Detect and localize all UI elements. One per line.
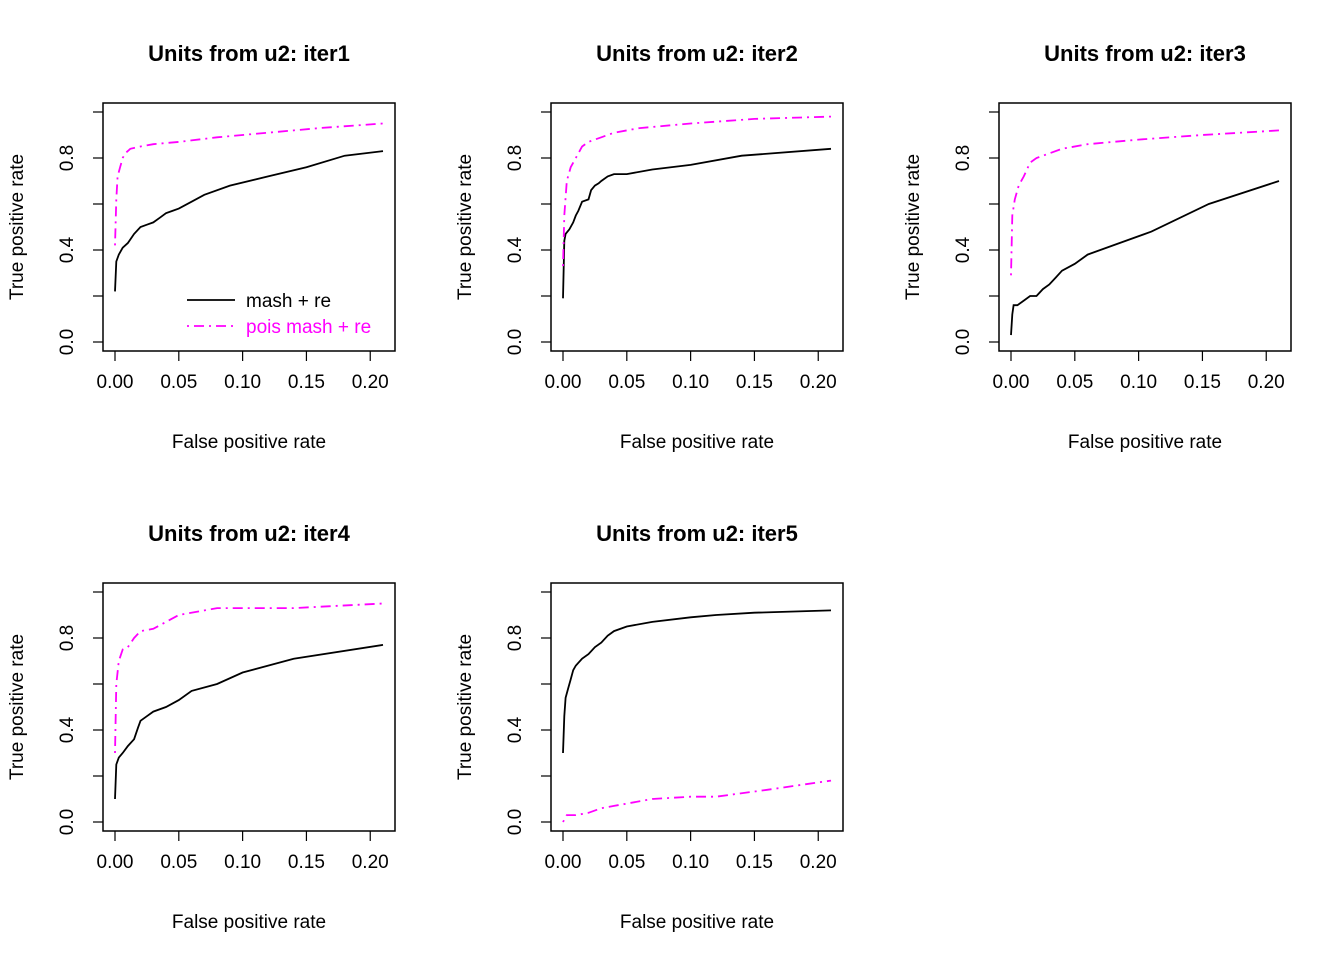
x-axis: 0.00 0.05 0.10 0.15 0.20 [993,351,1285,393]
x-tick-label: 0.00 [993,372,1030,393]
y-tick-label: 0.4 [505,716,526,743]
series-line-pois-mash-re [114,122,384,246]
chart-title: Units from u2: iter3 [1044,41,1246,66]
x-axis: 0.00 0.05 0.10 0.15 0.20 [97,831,389,873]
y-tick-label: 0.8 [57,145,78,171]
x-axis-label: False positive rate [1068,432,1222,453]
series-line-pois-mash-re [562,115,832,267]
x-tick-label: 0.05 [608,372,645,393]
y-axis-label: True positive rate [7,634,28,780]
y-axis-label: True positive rate [455,154,476,300]
series-line-mash-re [562,609,832,754]
plot-box [550,102,844,352]
y-tick-label: 0.8 [953,145,974,171]
x-tick-label: 0.05 [1056,372,1093,393]
x-tick-label: 0.15 [736,852,773,873]
legend-label: mash + re [246,291,331,312]
x-tick-label: 0.20 [800,372,837,393]
plot-box [550,582,844,832]
chart-title: Units from u2: iter5 [596,521,798,546]
chart-title: Units from u2: iter4 [148,521,350,546]
y-tick-label: 0.4 [57,716,78,743]
y-tick-label: 0.0 [505,329,526,355]
x-axis-label: False positive rate [172,432,326,453]
plot-box [102,102,396,352]
x-tick-label: 0.15 [736,372,773,393]
y-axis: 0.0 0.4 0.8 [505,591,551,835]
roc-panel-5: Units from u2: iter5 0.00 0.05 0.10 0.15 0.20… [455,521,844,933]
series-line-pois-mash-re [114,602,384,754]
series-line-pois-mash-re [1010,129,1280,276]
roc-panel-2: Units from u2: iter2 0.00 0.05 0.10 0.15 0.20… [455,41,844,453]
x-tick-label: 0.10 [672,372,709,393]
y-tick-label: 0.0 [505,809,526,835]
x-tick-label: 0.05 [608,852,645,873]
plot-box [998,102,1292,352]
y-axis: 0.0 0.4 0.8 [505,111,551,355]
y-axis-label: True positive rate [455,634,476,780]
chart-title: Units from u2: iter2 [596,41,798,66]
y-tick-label: 0.0 [57,329,78,355]
chart-title: Units from u2: iter1 [148,41,350,66]
y-tick-label: 0.8 [505,145,526,171]
x-tick-label: 0.15 [288,372,325,393]
y-tick-label: 0.8 [57,625,78,651]
y-axis: 0.0 0.4 0.8 [57,591,103,835]
x-tick-label: 0.20 [352,372,389,393]
x-tick-label: 0.10 [672,852,709,873]
series-line-mash-re [562,147,832,299]
x-axis: 0.00 0.05 0.10 0.15 0.20 [97,351,389,393]
y-tick-label: 0.0 [57,809,78,835]
y-tick-label: 0.0 [953,329,974,355]
series-line-mash-re [1010,180,1280,336]
series-line-mash-re [114,644,384,800]
x-axis-label: False positive rate [620,912,774,933]
roc-panel-1: Units from u2: iter1 0.00 0.05 0.10 0.15 0.20… [7,41,396,453]
legend: mash + re pois mash + re [187,291,371,338]
x-axis: 0.00 0.05 0.10 0.15 0.20 [545,351,837,393]
x-tick-label: 0.05 [160,852,197,873]
series-line-mash-re [114,150,384,292]
y-tick-label: 0.4 [57,236,78,263]
x-tick-label: 0.15 [288,852,325,873]
plot-box [102,582,396,832]
x-tick-label: 0.10 [224,372,261,393]
y-tick-label: 0.4 [953,236,974,263]
x-tick-label: 0.00 [97,372,134,393]
x-axis-label: False positive rate [620,432,774,453]
x-tick-label: 0.20 [800,852,837,873]
y-tick-label: 0.4 [505,236,526,263]
y-tick-label: 0.8 [505,625,526,651]
x-tick-label: 0.20 [352,852,389,873]
y-axis: 0.0 0.4 0.8 [57,111,103,355]
x-tick-label: 0.00 [545,852,582,873]
x-tick-label: 0.00 [545,372,582,393]
x-tick-label: 0.10 [1120,372,1157,393]
x-tick-label: 0.10 [224,852,261,873]
roc-panel-3: Units from u2: iter3 0.00 0.05 0.10 0.15 0.20… [903,41,1292,453]
x-tick-label: 0.05 [160,372,197,393]
x-axis: 0.00 0.05 0.10 0.15 0.20 [545,831,837,873]
legend-label: pois mash + re [246,317,371,338]
x-tick-label: 0.20 [1248,372,1285,393]
y-axis: 0.0 0.4 0.8 [953,111,999,355]
roc-panel-4: Units from u2: iter4 0.00 0.05 0.10 0.15 0.20… [7,521,396,933]
series-line-pois-mash-re [562,779,832,823]
x-axis-label: False positive rate [172,912,326,933]
x-tick-label: 0.00 [97,852,134,873]
y-axis-label: True positive rate [903,154,924,300]
x-tick-label: 0.15 [1184,372,1221,393]
y-axis-label: True positive rate [7,154,28,300]
